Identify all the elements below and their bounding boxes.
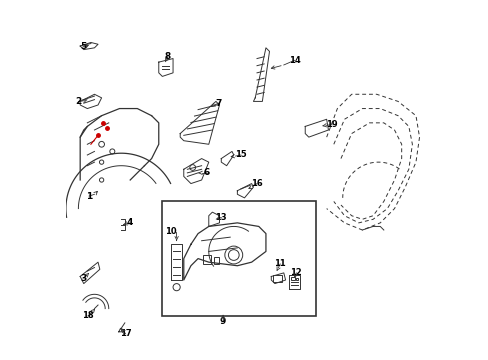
Text: 10: 10 xyxy=(164,227,176,236)
Bar xyxy=(290,277,294,280)
Text: 1: 1 xyxy=(86,192,92,201)
Text: 8: 8 xyxy=(164,52,170,61)
Text: 9: 9 xyxy=(220,316,226,325)
Text: 3: 3 xyxy=(80,274,86,283)
Bar xyxy=(162,202,315,316)
Text: 17: 17 xyxy=(120,329,131,338)
Text: 16: 16 xyxy=(251,179,263,188)
Text: 7: 7 xyxy=(215,99,222,108)
Bar xyxy=(203,255,210,264)
Bar xyxy=(272,275,282,282)
Text: 5: 5 xyxy=(80,42,86,51)
Text: 2: 2 xyxy=(75,97,81,106)
Text: 4: 4 xyxy=(127,219,133,228)
Text: 14: 14 xyxy=(288,56,300,65)
Text: 19: 19 xyxy=(325,120,337,129)
Bar xyxy=(214,257,219,264)
Text: 13: 13 xyxy=(215,213,226,222)
Text: 11: 11 xyxy=(274,260,285,269)
Text: 18: 18 xyxy=(82,311,94,320)
Text: 15: 15 xyxy=(235,150,246,159)
Bar xyxy=(296,278,298,280)
Text: 6: 6 xyxy=(203,168,210,177)
Text: 12: 12 xyxy=(290,268,302,277)
